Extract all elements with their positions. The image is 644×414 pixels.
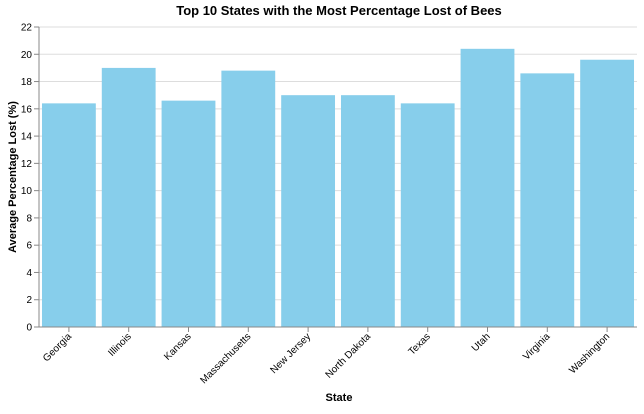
bars [41,48,635,328]
y-axis: 0 2 4 6 8 10 12 14 16 18 20 22 [21,23,40,334]
y-tick-label: 2 [26,295,32,306]
chart-title: Top 10 States with the Most Percentage L… [176,3,502,18]
bar-georgia [41,103,96,327]
bar-virginia [520,73,575,327]
y-tick-label: 12 [21,159,33,170]
bar-kansas [161,100,216,328]
x-tick-label: Washington [567,331,612,376]
y-tick-label: 14 [21,132,33,143]
y-axis-title: Average Percentage Lost (%) [7,101,19,253]
y-tick-label: 8 [26,213,32,224]
bar-texas [400,103,455,327]
y-tick-label: 0 [26,323,32,334]
x-tick-label: Texas [407,331,433,357]
x-tick-label: New Jersey [268,331,313,376]
bar-north-dakota [340,95,395,327]
bar-washington [580,59,635,328]
x-tick-label: Massachusetts [198,331,253,386]
x-axis-title: State [326,392,353,404]
y-tick-label: 16 [21,104,33,115]
bar-new-jersey [281,95,336,327]
x-tick-label: Utah [470,331,493,354]
x-tick-label: Kansas [162,331,193,362]
x-tick-label: Georgia [41,331,74,364]
y-tick-label: 18 [21,77,33,88]
bar-utah [460,48,515,328]
x-tick-label: Illinois [106,331,133,358]
y-tick-label: 20 [21,50,33,61]
y-tick-label: 4 [26,268,32,279]
x-tick-label: Virginia [521,331,553,363]
y-tick-label: 6 [26,241,32,252]
x-tick-label: North Dakota [324,331,374,381]
bar-massachusetts [221,70,276,328]
x-axis: Georgia Illinois Kansas Massachusetts New Je… [39,326,637,386]
bar-illinois [101,67,156,327]
y-tick-label: 10 [21,186,33,197]
y-tick-label: 22 [21,23,33,34]
